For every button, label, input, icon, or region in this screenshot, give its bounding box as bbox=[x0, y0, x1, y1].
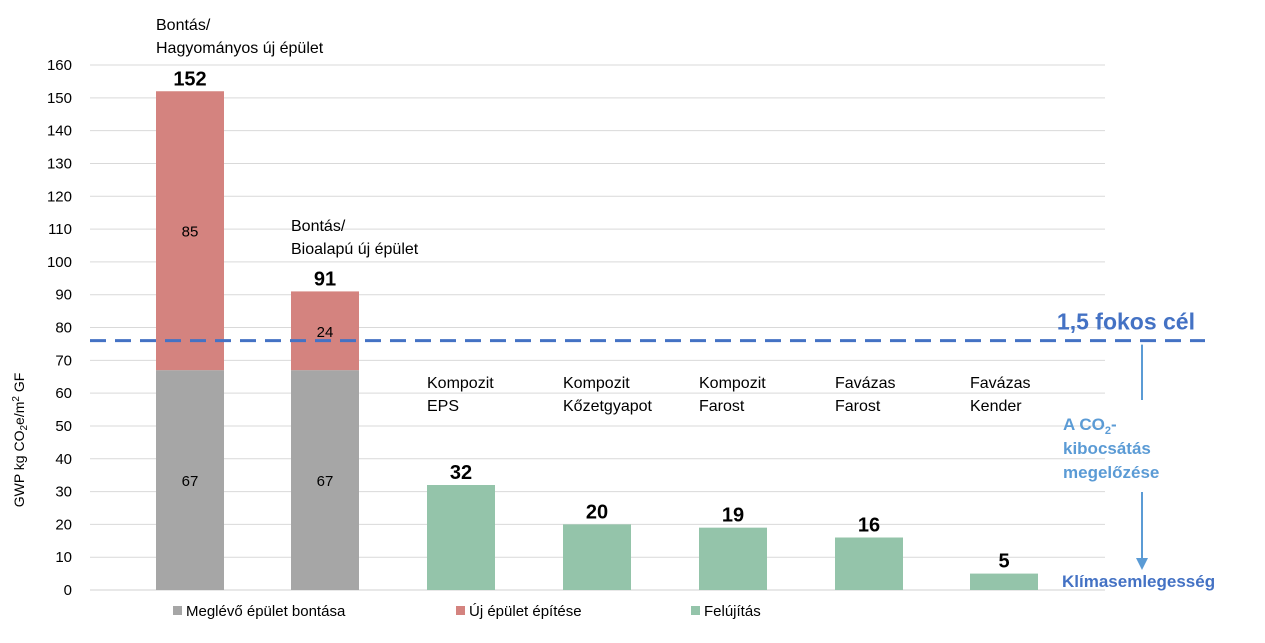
segment-value-label: 67 bbox=[317, 473, 334, 490]
reference-line-group: 1,5 fokos cél bbox=[90, 309, 1205, 343]
y-tick-label: 150 bbox=[47, 90, 72, 107]
category-label: Kender bbox=[970, 398, 1022, 415]
category-label: Kompozit bbox=[699, 375, 766, 392]
category-label: Kompozit bbox=[563, 375, 630, 392]
y-tick-label: 100 bbox=[47, 254, 72, 271]
bar-total-label: 32 bbox=[450, 462, 472, 484]
legend-swatch bbox=[173, 606, 182, 615]
category-label: Favázas bbox=[970, 375, 1030, 392]
bar-total-label: 19 bbox=[722, 505, 744, 527]
category-label: Farost bbox=[835, 398, 881, 415]
bar-segment bbox=[427, 485, 495, 590]
annotation-group: A CO2- kibocsátás megelőzése Klímasemlegess… bbox=[1062, 344, 1215, 591]
gridlines bbox=[90, 64, 1105, 591]
legend-label: Új épület építése bbox=[469, 603, 582, 620]
bar-segment bbox=[970, 573, 1038, 590]
bar-total-label: 152 bbox=[173, 68, 206, 90]
legend-swatch bbox=[691, 606, 700, 615]
y-tick-label: 120 bbox=[47, 188, 72, 205]
annotation-text-line: kibocsátás bbox=[1063, 439, 1151, 458]
y-tick-label: 70 bbox=[55, 352, 72, 369]
y-tick-label: 110 bbox=[48, 221, 72, 238]
y-tick-label: 20 bbox=[55, 516, 72, 533]
legend: Meglévő épület bontása Új épület építése F… bbox=[173, 603, 761, 620]
segment-value-label: 85 bbox=[182, 224, 199, 241]
y-tick-label: 130 bbox=[47, 155, 72, 172]
bar-segment bbox=[156, 91, 224, 371]
category-label: Bontás/ bbox=[156, 17, 211, 34]
y-tick-label: 140 bbox=[47, 123, 72, 140]
bar-total-label: 16 bbox=[858, 515, 880, 537]
bar-segment bbox=[291, 291, 359, 371]
category-label: Kőzetgyapot bbox=[563, 398, 653, 415]
arrow-head-icon bbox=[1136, 558, 1148, 570]
bottom-label: Klímasemlegesség bbox=[1062, 572, 1215, 591]
category-label: Kompozit bbox=[427, 375, 494, 392]
bar-total-label: 91 bbox=[314, 268, 336, 290]
bar-segment bbox=[699, 527, 767, 590]
bar-total-label: 20 bbox=[586, 501, 608, 523]
bar-total-label: 5 bbox=[998, 551, 1009, 573]
reference-line-label: 1,5 fokos cél bbox=[1057, 309, 1195, 335]
y-tick-label: 90 bbox=[55, 287, 72, 304]
legend-label: Felújítás bbox=[704, 603, 761, 620]
bar-segment bbox=[291, 370, 359, 590]
category-label: EPS bbox=[427, 398, 459, 415]
category-label: Farost bbox=[699, 398, 745, 415]
category-label: Bioalapú új épület bbox=[291, 241, 419, 258]
segment-value-label: 67 bbox=[182, 473, 199, 490]
y-axis-label: GWP kg CO2e/m2 GF bbox=[11, 373, 30, 508]
bar-segment bbox=[156, 370, 224, 590]
y-tick-label: 10 bbox=[55, 549, 72, 566]
y-tick-label: 80 bbox=[55, 320, 72, 337]
y-tick-label: 0 bbox=[64, 582, 72, 599]
bar-segment bbox=[563, 524, 631, 590]
y-tick-label: 60 bbox=[55, 385, 72, 402]
annotation-text-line: megelőzése bbox=[1063, 463, 1159, 482]
legend-swatch bbox=[456, 606, 465, 615]
segment-value-label: 24 bbox=[317, 324, 334, 341]
category-label: Favázas bbox=[835, 375, 895, 392]
y-tick-label: 50 bbox=[55, 418, 72, 435]
y-axis-ticks: 0 10 20 30 40 50 60 70 80 90 100 110 120 130 140 150 160 bbox=[47, 57, 72, 599]
category-label: Bontás/ bbox=[291, 218, 346, 235]
annotation-text-line: A CO2- bbox=[1063, 415, 1117, 437]
legend-label: Meglévő épület bontása bbox=[186, 603, 346, 620]
bar-segment bbox=[835, 537, 903, 590]
y-tick-label: 30 bbox=[55, 484, 72, 501]
bars: 67 85 152 Bontás/Hagyományos új épület 67 24 9… bbox=[156, 17, 1038, 590]
y-tick-label: 40 bbox=[55, 451, 72, 468]
y-tick-label: 160 bbox=[47, 57, 72, 74]
category-label: Hagyományos új épület bbox=[156, 40, 324, 57]
